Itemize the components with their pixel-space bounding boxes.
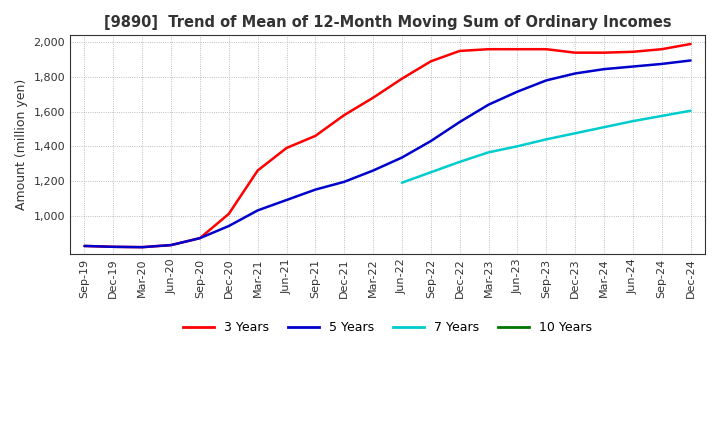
5 Years (397, 155, 406, 160)
3 Years (282, 145, 291, 150)
5 Years (138, 245, 146, 250)
Line: 7 Years: 7 Years (402, 111, 690, 183)
5 Years (282, 198, 291, 203)
7 Years (485, 150, 493, 155)
Line: 3 Years: 3 Years (84, 44, 690, 247)
7 Years (397, 180, 406, 185)
5 Years (571, 71, 580, 76)
7 Years (686, 108, 695, 114)
7 Years (542, 137, 551, 142)
5 Years (167, 242, 176, 248)
3 Years (138, 245, 146, 250)
3 Years (340, 113, 348, 118)
5 Years (369, 168, 377, 173)
5 Years (629, 64, 637, 69)
3 Years (167, 242, 176, 248)
3 Years (657, 47, 666, 52)
3 Years (686, 41, 695, 47)
3 Years (196, 235, 204, 241)
5 Years (513, 89, 522, 94)
5 Years (225, 224, 233, 229)
Y-axis label: Amount (million yen): Amount (million yen) (15, 79, 28, 210)
7 Years (629, 118, 637, 124)
5 Years (253, 208, 262, 213)
3 Years (311, 133, 320, 139)
3 Years (485, 47, 493, 52)
7 Years (571, 131, 580, 136)
5 Years (542, 78, 551, 83)
7 Years (657, 114, 666, 119)
5 Years (426, 139, 435, 144)
5 Years (455, 119, 464, 125)
3 Years (629, 49, 637, 55)
5 Years (686, 58, 695, 63)
3 Years (369, 95, 377, 100)
7 Years (455, 159, 464, 165)
3 Years (109, 244, 117, 249)
7 Years (426, 170, 435, 175)
Legend: 3 Years, 5 Years, 7 Years, 10 Years: 3 Years, 5 Years, 7 Years, 10 Years (178, 316, 598, 339)
3 Years (253, 168, 262, 173)
5 Years (485, 102, 493, 107)
3 Years (455, 48, 464, 54)
3 Years (600, 50, 608, 55)
5 Years (340, 179, 348, 184)
7 Years (513, 143, 522, 149)
5 Years (196, 235, 204, 241)
5 Years (657, 61, 666, 66)
5 Years (109, 244, 117, 249)
3 Years (397, 76, 406, 81)
Line: 5 Years: 5 Years (84, 60, 690, 247)
5 Years (80, 243, 89, 249)
3 Years (426, 59, 435, 64)
3 Years (513, 47, 522, 52)
5 Years (311, 187, 320, 192)
3 Years (571, 50, 580, 55)
3 Years (542, 47, 551, 52)
5 Years (600, 66, 608, 72)
3 Years (80, 243, 89, 249)
7 Years (600, 125, 608, 130)
3 Years (225, 211, 233, 216)
Title: [9890]  Trend of Mean of 12-Month Moving Sum of Ordinary Incomes: [9890] Trend of Mean of 12-Month Moving … (104, 15, 671, 30)
